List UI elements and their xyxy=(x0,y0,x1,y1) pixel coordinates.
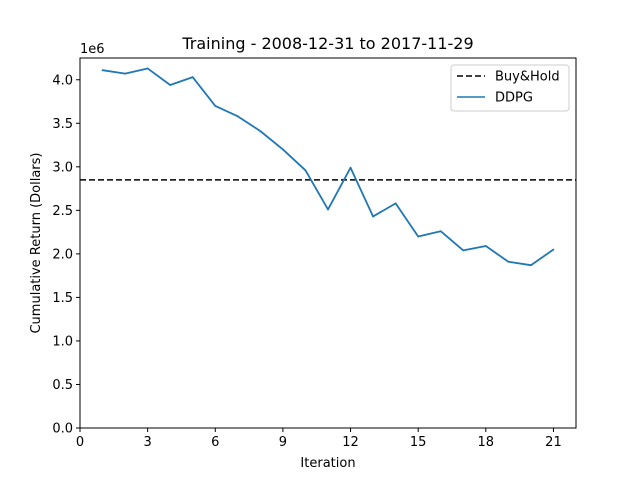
y-tick-label: 4.0 xyxy=(52,73,73,88)
y-tick-label: 3.0 xyxy=(52,160,73,175)
ddpg-point xyxy=(439,230,442,233)
x-tick-label: 3 xyxy=(143,435,151,450)
ddpg-point xyxy=(394,202,397,205)
x-tick-label: 12 xyxy=(342,435,359,450)
x-tick-label: 21 xyxy=(545,435,562,450)
x-tick-label: 0 xyxy=(76,435,84,450)
y-axis: 0.0 0.5 1.0 1.5 2.0 2.5 3.0 3.5 4.0 xyxy=(52,73,80,437)
y-tick-label: 0.5 xyxy=(52,378,73,393)
ddpg-point xyxy=(327,208,329,211)
ddpg-point xyxy=(191,76,194,79)
legend-label: Buy&Hold xyxy=(495,70,560,85)
y-offset-label: 1e6 xyxy=(80,42,105,57)
ddpg-point xyxy=(124,72,126,75)
legend: Buy&Hold DDPG xyxy=(450,64,570,112)
ddpg-point xyxy=(530,264,532,267)
x-tick-label: 15 xyxy=(410,435,427,450)
ddpg-point xyxy=(169,84,172,86)
x-axis-label: Iteration xyxy=(300,456,355,471)
x-tick-label: 6 xyxy=(211,435,219,450)
series-layer xyxy=(80,67,576,267)
x-axis: 0 3 6 9 12 15 18 21 xyxy=(76,428,562,450)
ddpg-point xyxy=(349,166,352,169)
ddpg-point xyxy=(484,245,487,247)
ddpg-point xyxy=(304,169,307,172)
ddpg-point xyxy=(101,69,104,72)
y-tick-label: 1.5 xyxy=(52,291,73,306)
x-tick-label: 9 xyxy=(279,435,287,450)
ddpg-point xyxy=(282,148,284,151)
ddpg-point xyxy=(462,249,465,252)
y-axis-label: Cumulative Return (Dollars) xyxy=(29,152,44,333)
ddpg-point xyxy=(259,130,262,133)
plot-frame xyxy=(79,57,577,429)
ddpg-point xyxy=(552,248,555,251)
y-tick-label: 1.0 xyxy=(52,334,73,349)
ddpg-point xyxy=(372,215,374,218)
legend-label: DDPG xyxy=(495,91,533,106)
y-tick-label: 0.0 xyxy=(52,422,73,437)
ddpg-point xyxy=(417,235,420,238)
plot-area xyxy=(79,57,577,429)
ddpg-point xyxy=(507,260,510,263)
ddpg-point xyxy=(236,115,239,118)
chart-title: Training - 2008-12-31 to 2017-11-29 xyxy=(181,34,473,53)
y-tick-label: 2.0 xyxy=(52,247,73,262)
y-tick-label: 3.5 xyxy=(52,117,73,132)
y-tick-label: 2.5 xyxy=(52,204,73,219)
ddpg-point xyxy=(214,104,217,107)
ddpg-point xyxy=(146,67,149,70)
x-tick-label: 18 xyxy=(478,435,495,450)
